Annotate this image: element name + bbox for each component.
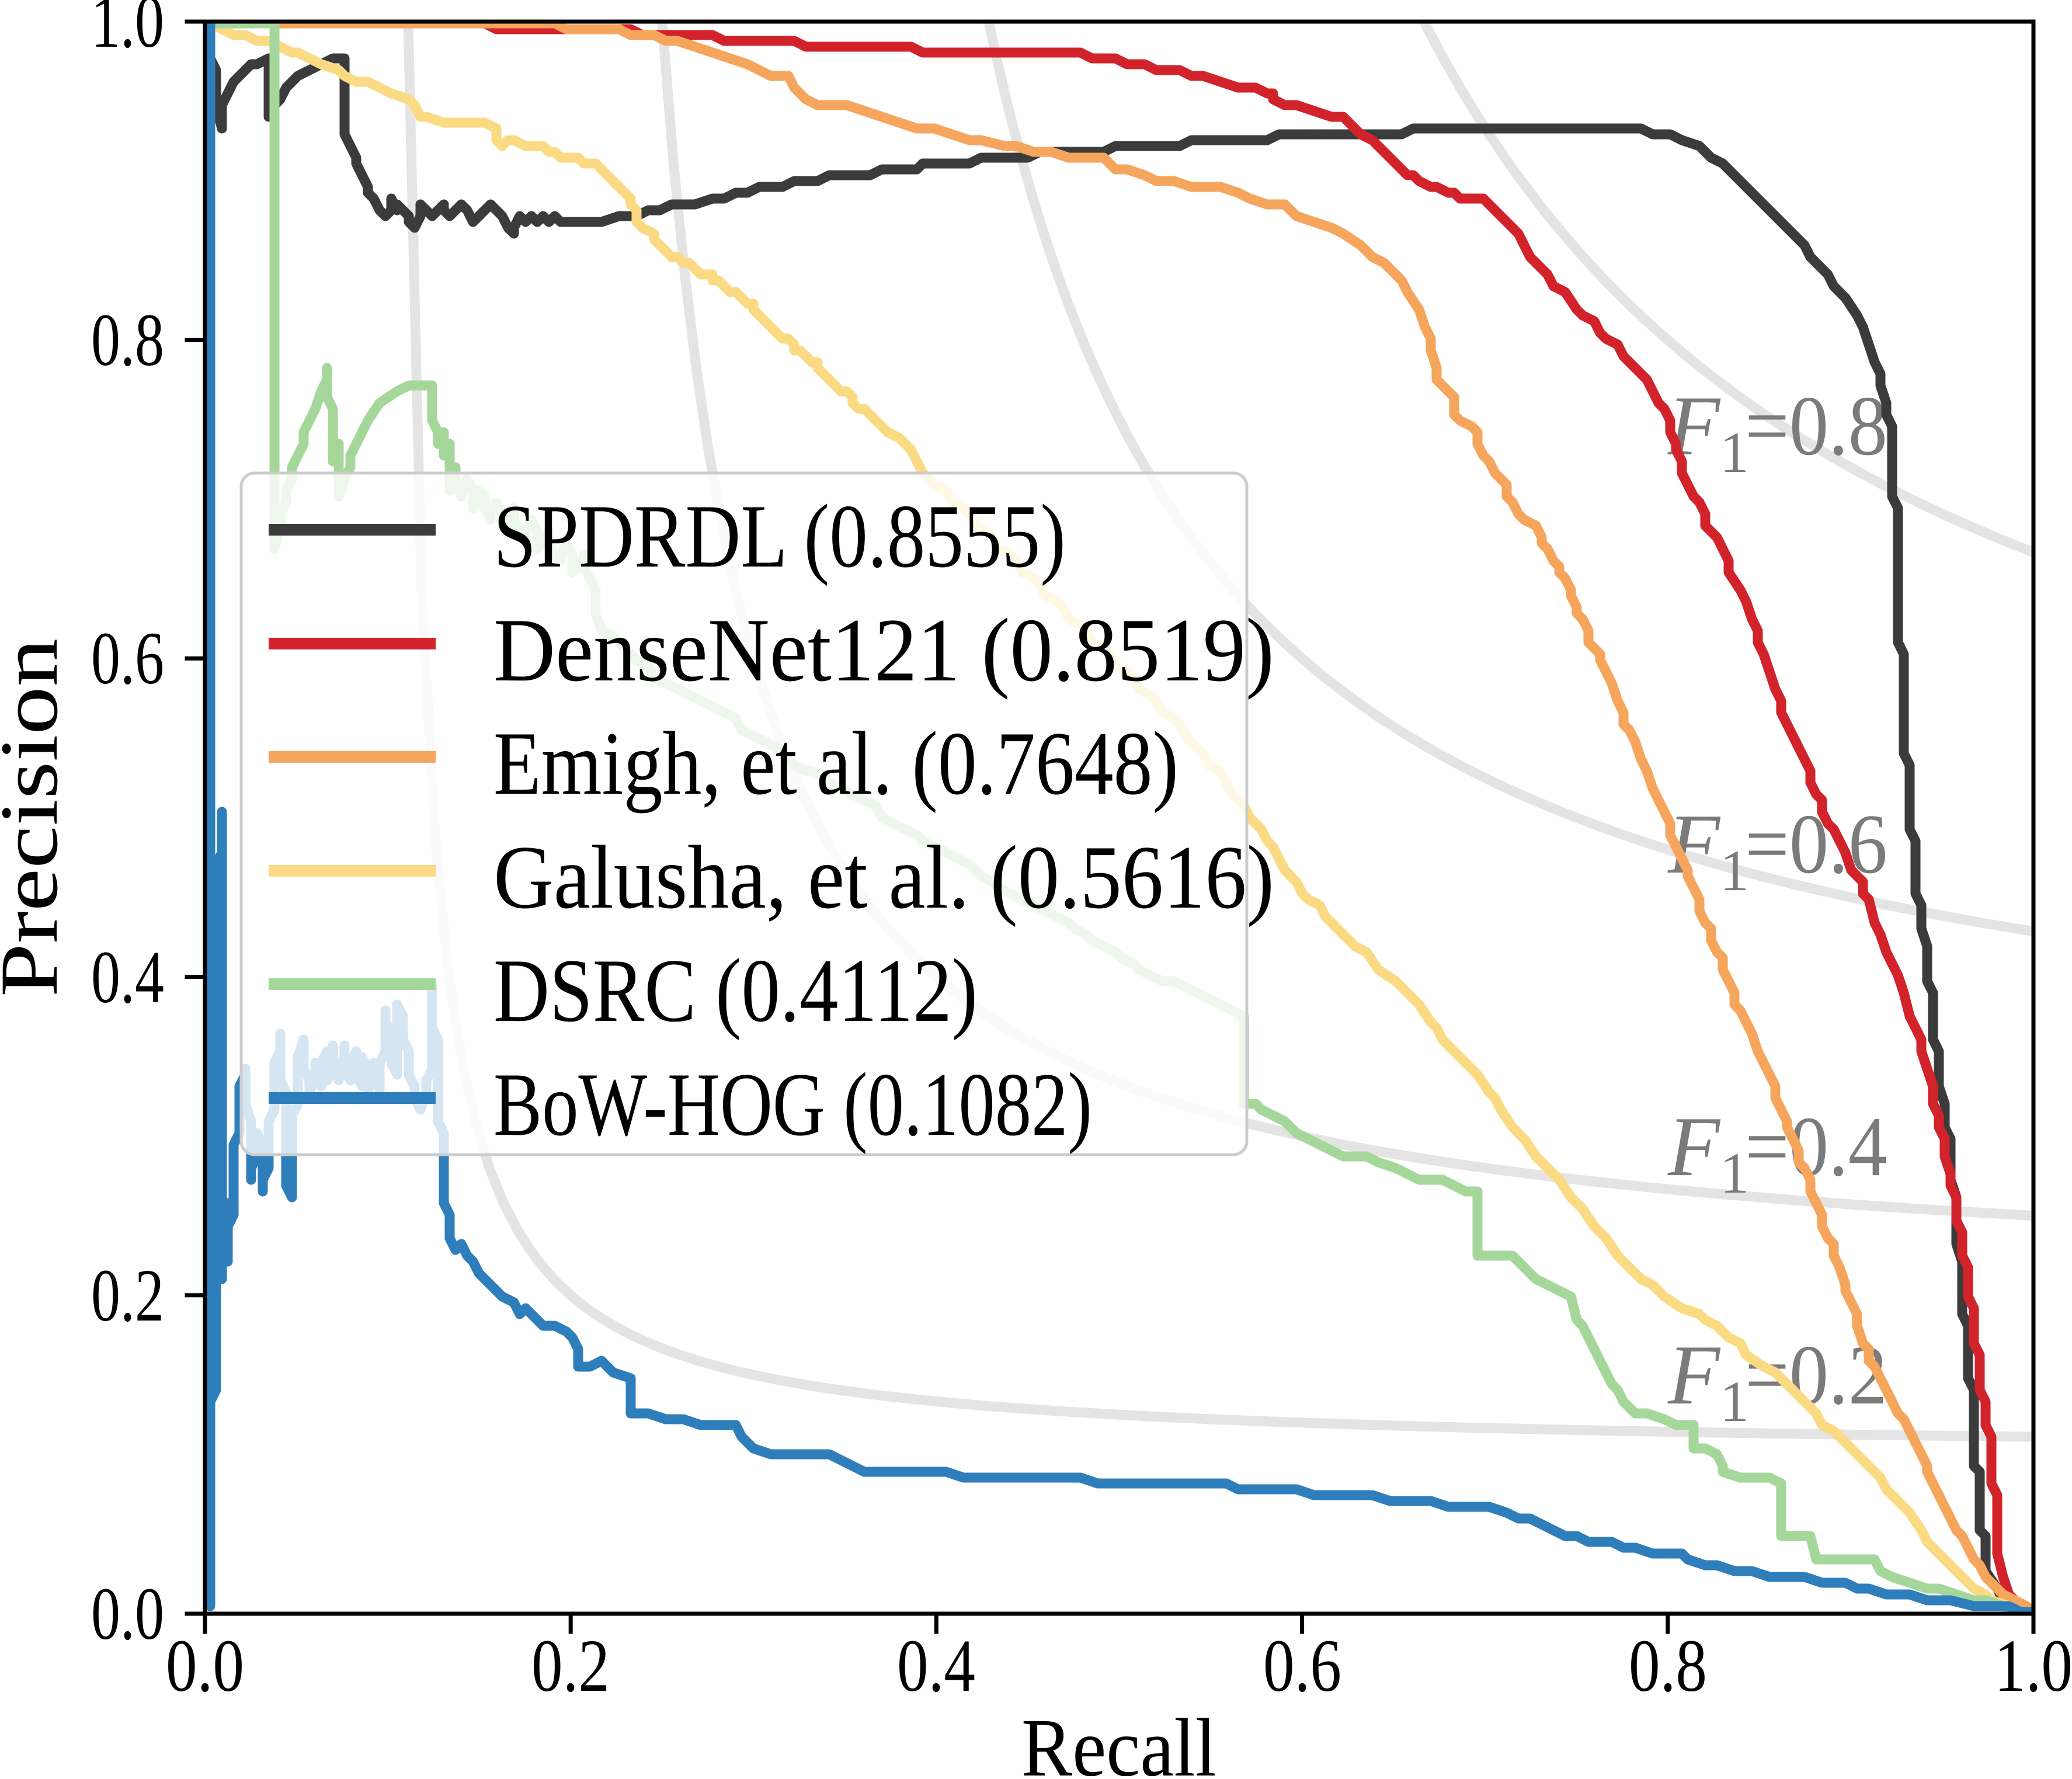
svg-text:DSRC (0.4112): DSRC (0.4112) (493, 940, 978, 1041)
svg-text:SPDRDL (0.8555): SPDRDL (0.8555) (493, 486, 1066, 586)
svg-text:0.6: 0.6 (91, 617, 164, 700)
svg-text:1.0: 1.0 (1994, 1624, 2072, 1707)
svg-text:BoW-HOG (0.1082): BoW-HOG (0.1082) (493, 1054, 1092, 1155)
svg-text:0.0: 0.0 (91, 1572, 164, 1655)
svg-text:DenseNet121 (0.8519): DenseNet121 (0.8519) (493, 600, 1274, 700)
svg-text:F: F (1667, 1328, 1721, 1422)
svg-text:0.4: 0.4 (91, 936, 164, 1019)
svg-text:=0.6: =0.6 (1745, 797, 1887, 891)
svg-text:0.2: 0.2 (91, 1254, 164, 1337)
svg-text:0.0: 0.0 (166, 1624, 244, 1707)
svg-text:1: 1 (1720, 1141, 1749, 1205)
svg-text:0.6: 0.6 (1263, 1624, 1341, 1707)
svg-text:F: F (1667, 1099, 1721, 1194)
svg-text:0.8: 0.8 (91, 298, 164, 381)
svg-text:1: 1 (1720, 838, 1749, 903)
svg-text:1: 1 (1720, 420, 1749, 485)
svg-text:1: 1 (1720, 1369, 1749, 1434)
svg-text:Emigh, et al. (0.7648): Emigh, et al. (0.7648) (493, 713, 1178, 814)
svg-text:0.4: 0.4 (897, 1624, 975, 1707)
svg-text:=0.8: =0.8 (1745, 378, 1887, 473)
svg-text:0.2: 0.2 (531, 1624, 610, 1707)
svg-text:Galusha, et al. (0.5616): Galusha, et al. (0.5616) (493, 827, 1274, 927)
svg-text:1.0: 1.0 (91, 0, 164, 63)
svg-text:Recall: Recall (1021, 1701, 1216, 1776)
svg-text:=0.4: =0.4 (1745, 1099, 1887, 1194)
svg-text:0.8: 0.8 (1629, 1624, 1707, 1707)
svg-text:Precision: Precision (0, 638, 75, 997)
